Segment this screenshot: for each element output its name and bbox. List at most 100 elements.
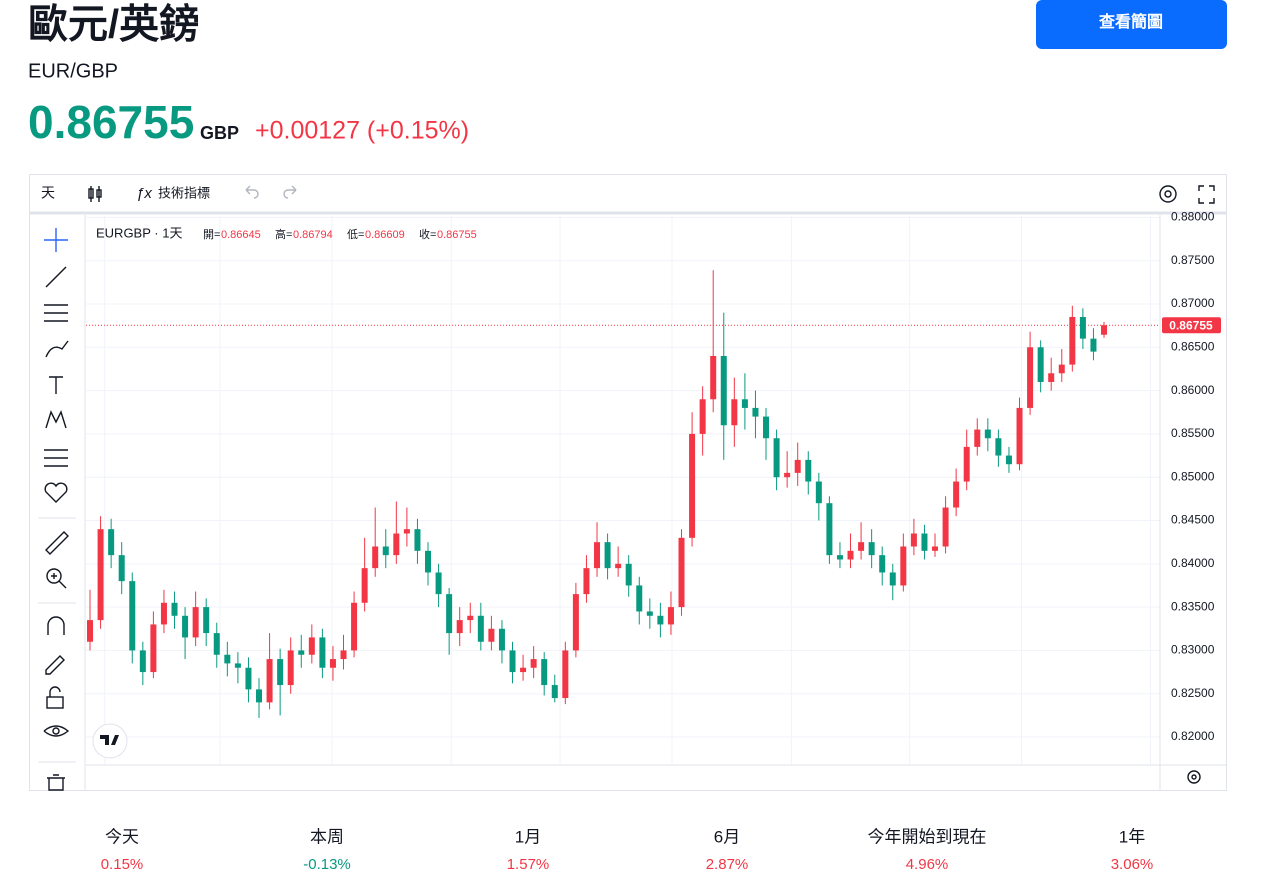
candle-body (435, 572, 442, 595)
period-change: 3.06% (1111, 856, 1154, 873)
candle-body (182, 615, 189, 638)
legend-low-label: 低= (347, 228, 364, 241)
candle-body (329, 659, 336, 668)
y-tick-label: 0.86500 (1171, 339, 1215, 353)
candle-body (403, 529, 410, 534)
candle-body (488, 628, 495, 642)
fx-icon[interactable]: ƒx (136, 185, 152, 202)
candle-body (720, 355, 727, 426)
candle-body (203, 607, 210, 634)
candle-body (562, 650, 569, 699)
legend-low: 0.86609 (365, 229, 405, 241)
candle-body (456, 620, 463, 634)
candle-body (836, 555, 843, 560)
candle-body (646, 611, 653, 616)
fullscreen-icon[interactable] (1198, 185, 1215, 204)
button-label[interactable]: 查看簡圖 (1099, 12, 1163, 31)
y-tick-label: 0.83000 (1171, 643, 1215, 657)
candle-body (308, 637, 315, 655)
logo-mark[interactable] (100, 735, 119, 745)
candle-body (530, 659, 537, 668)
candle-body (298, 650, 305, 655)
candle-body (889, 572, 896, 586)
candle-body (224, 654, 231, 664)
price: 0.86755 (28, 96, 194, 148)
candle-icon[interactable] (88, 186, 102, 202)
candle-body (984, 429, 991, 439)
symbol-label: EURGBP · 1天 (96, 225, 182, 240)
logo[interactable] (92, 723, 128, 759)
period-label: 本周 (310, 827, 344, 846)
candle-body (995, 438, 1002, 456)
candle-body (551, 685, 558, 699)
legend-close-label: 收= (419, 227, 436, 241)
settings-icon[interactable] (1159, 185, 1177, 203)
chart-frame (29, 174, 1227, 791)
candle-body (657, 615, 664, 625)
candle-body (361, 568, 368, 603)
candle-body (942, 507, 949, 547)
legend-high-label: 高= (275, 227, 292, 241)
candle-body (805, 459, 812, 482)
candle-body (1005, 455, 1012, 465)
candle-body (245, 667, 252, 690)
y-tick-label: 0.87500 (1171, 253, 1215, 267)
candle-body (150, 624, 157, 673)
candle-body (879, 555, 886, 573)
candle-body (520, 667, 527, 673)
chart-button[interactable] (1036, 0, 1227, 49)
candle-body (921, 533, 928, 551)
candle-body (287, 650, 294, 686)
candle-body (1069, 316, 1076, 365)
candle-body (784, 472, 791, 478)
period-label: 1月 (515, 827, 541, 846)
candle-body (277, 659, 284, 686)
legend-high: 0.86794 (293, 229, 333, 241)
last-price-tag (1162, 317, 1221, 334)
indicators[interactable]: 技術指標 (158, 185, 210, 200)
axis-settings-icon[interactable] (1187, 770, 1201, 784)
candle-body (932, 546, 939, 551)
candle-body (858, 542, 865, 551)
candle-body (1090, 338, 1097, 352)
undo-redo[interactable] (245, 185, 297, 199)
subtitle: EUR/GBP (28, 60, 118, 82)
candle-body (900, 546, 907, 586)
candle-body (266, 659, 273, 703)
candle-body (87, 620, 94, 642)
candle-body (625, 563, 632, 586)
candle-body (594, 542, 601, 569)
candle-body (118, 555, 125, 582)
drawing-tools[interactable] (43, 228, 70, 791)
candle-body (446, 594, 453, 634)
candle-body (234, 663, 241, 668)
candle-body (826, 503, 833, 556)
candle-body (1027, 347, 1034, 408)
candle-body (710, 355, 717, 400)
candle-body (1101, 325, 1108, 335)
candle-body (108, 529, 115, 556)
candle-body (667, 607, 674, 625)
candle-body (541, 659, 548, 686)
period-label: 1年 (1119, 827, 1145, 846)
y-tick-label: 0.84000 (1171, 556, 1215, 570)
interval[interactable]: 天 (41, 185, 55, 201)
candle-body (604, 542, 611, 569)
candle-body (963, 446, 970, 482)
candle-body (910, 533, 917, 547)
candle-body (1058, 364, 1065, 374)
candle-body (752, 407, 759, 417)
candle-body (815, 481, 822, 504)
legend-open-label: 開= (203, 228, 220, 241)
candle-body (340, 650, 347, 660)
legend-close: 0.86755 (437, 229, 477, 241)
y-tick-label: 0.87000 (1171, 296, 1215, 310)
period-label: 6月 (714, 827, 740, 846)
candle-body (509, 650, 516, 673)
y-tick-label: 0.85000 (1171, 469, 1215, 483)
candle-body (868, 542, 875, 556)
candle-body (678, 537, 685, 608)
candle-body (763, 416, 770, 439)
candle-body (467, 615, 474, 621)
